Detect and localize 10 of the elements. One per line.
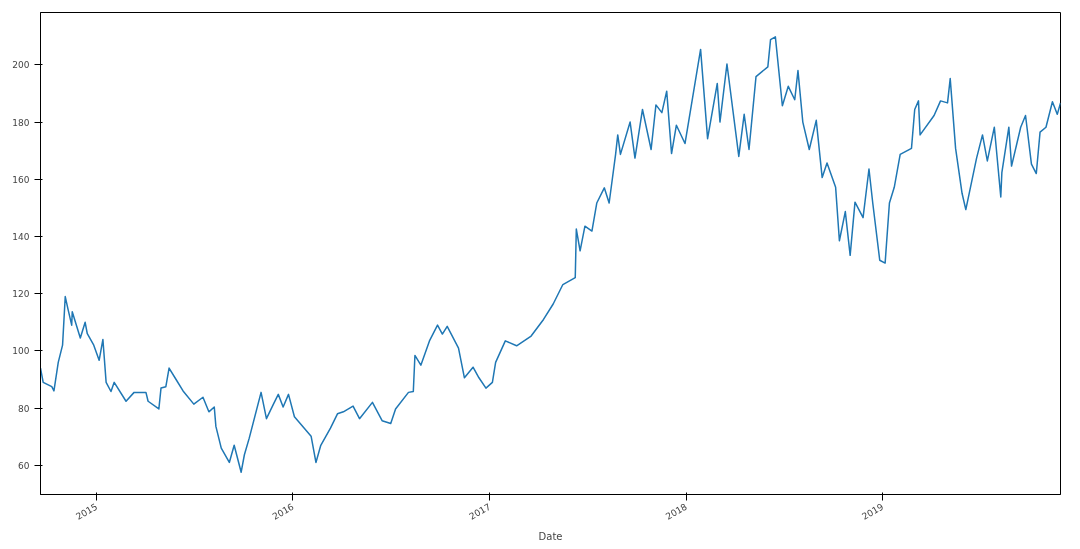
y-tick-label: 60 [18,460,30,471]
y-tick-label: 200 [12,60,30,71]
y-tick-label: 180 [12,117,30,128]
y-tick-label: 160 [12,174,30,185]
x-axis-title: Date [538,531,563,543]
y-tick-label: 80 [18,403,30,414]
y-tick-label: 140 [12,231,30,242]
line-series [40,36,1061,473]
y-tick-label: 120 [12,289,30,300]
y-tick-label: 100 [12,346,30,357]
